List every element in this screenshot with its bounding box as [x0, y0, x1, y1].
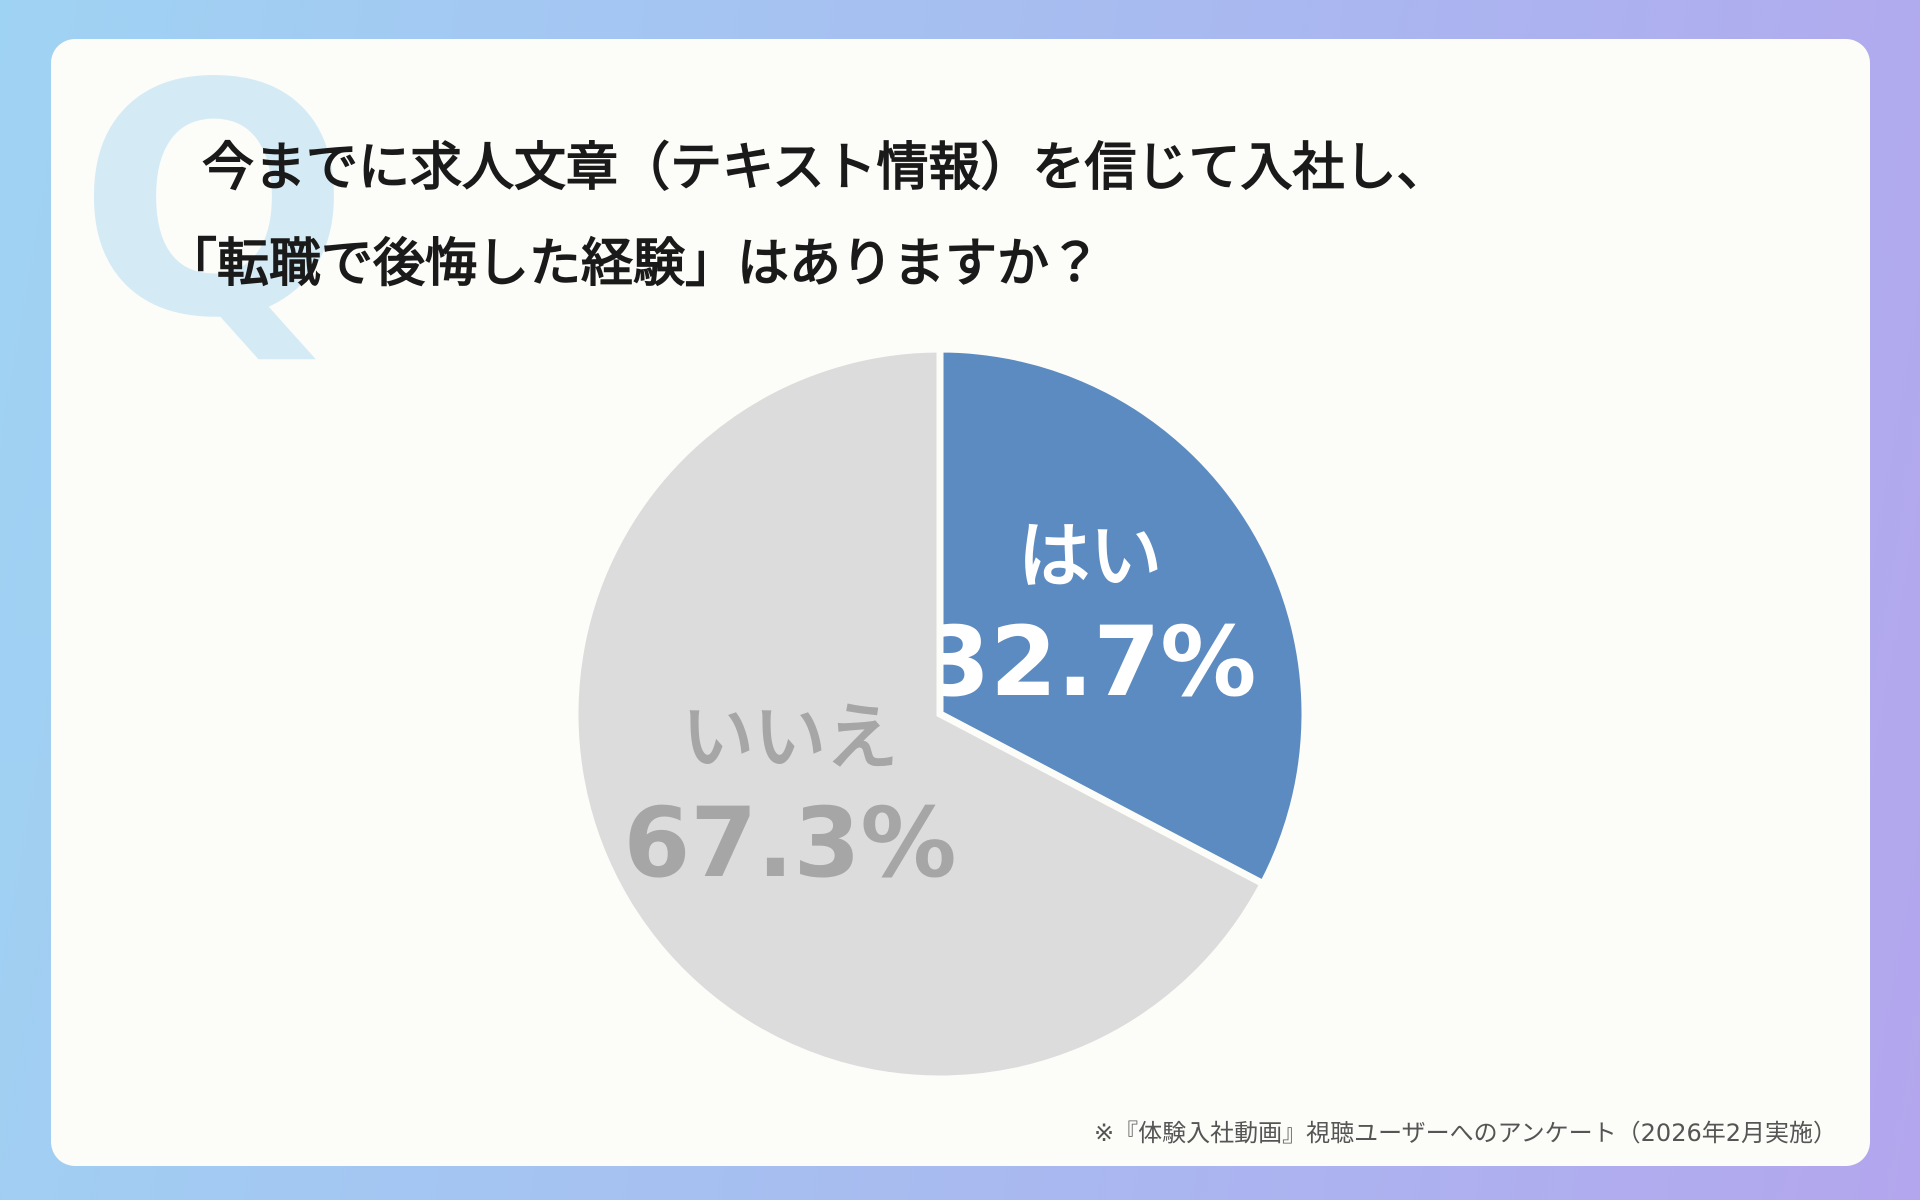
slice-label: いいえ: [682, 695, 898, 779]
source-note: ※『体験入社動画』視聴ユーザーへのアンケート（2026年2月実施）: [1094, 1119, 1837, 1147]
chart-title: 「転職で後悔した経験」はありますか？: [165, 234, 1101, 294]
q-mark: Q: [78, 17, 350, 389]
pie-slice: [571, 345, 1268, 1083]
value-label: 32.7%: [923, 606, 1256, 718]
value-label: 67.3%: [624, 787, 957, 899]
slice-label: はい: [1018, 514, 1162, 598]
pie-slice: [936, 345, 1309, 889]
chart-title: 今までに求人文章（テキスト情報）を信じて入社し、: [202, 138, 1448, 198]
